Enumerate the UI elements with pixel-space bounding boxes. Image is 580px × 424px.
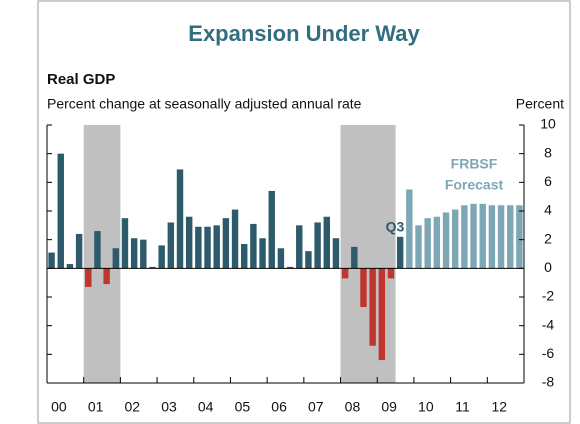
bar (323, 216, 330, 269)
bar (48, 252, 55, 269)
x-tick-label: 08 (345, 399, 361, 415)
y-tick-label: 10 (540, 116, 556, 132)
x-tick-label: 07 (308, 399, 324, 415)
bar (387, 268, 395, 279)
bar (176, 169, 184, 269)
bar (341, 268, 349, 279)
recession-shade (340, 125, 396, 383)
bar (222, 218, 230, 269)
bar (433, 216, 441, 269)
bar (406, 189, 413, 269)
bar (57, 153, 64, 269)
bar (241, 243, 248, 269)
bar (442, 212, 450, 269)
bar (396, 236, 404, 269)
bar (213, 225, 220, 269)
bar (470, 203, 477, 269)
bar (167, 222, 175, 269)
y-tick-label: 6 (544, 173, 552, 189)
bar (204, 226, 211, 269)
bar (461, 205, 468, 269)
annotation: Q3 (386, 219, 405, 235)
bar (268, 190, 275, 269)
bar (103, 268, 110, 285)
y-tick-label: 8 (544, 144, 552, 160)
bar (296, 225, 303, 269)
bar (121, 218, 129, 269)
frame (37, 0, 571, 424)
y-tick-label: 4 (544, 202, 552, 218)
bar (424, 218, 431, 269)
bar (185, 216, 193, 269)
bar (488, 205, 496, 269)
bar (516, 205, 523, 269)
y-tick-label: -8 (542, 374, 555, 390)
bar (314, 222, 321, 269)
x-tick-label: 01 (88, 399, 104, 415)
subtitle-bold: Real GDP (47, 71, 115, 88)
bar (369, 268, 376, 346)
bar (497, 205, 505, 269)
y-axis-label: Percent (516, 96, 564, 112)
bar (130, 238, 138, 269)
bar (231, 209, 239, 269)
x-tick-label: 04 (198, 399, 214, 415)
bar (277, 248, 285, 269)
annotation: FRBSF (451, 156, 498, 172)
bar (158, 245, 165, 269)
bar (507, 205, 514, 269)
chart-title: Expansion Under Way (188, 21, 420, 46)
x-tick-label: 03 (161, 399, 177, 415)
bar (479, 203, 486, 269)
bar (415, 225, 422, 269)
x-tick-label: 11 (455, 399, 470, 415)
bar (75, 233, 83, 269)
bar (140, 239, 147, 269)
bar (378, 268, 386, 361)
y-tick-label: -4 (542, 316, 555, 332)
bar (149, 266, 156, 269)
subtitle: Percent change at seasonally adjusted an… (47, 96, 362, 112)
annotation: Forecast (445, 177, 504, 193)
y-tick-label: -2 (542, 288, 555, 304)
x-tick-label: 05 (235, 399, 251, 415)
bar (259, 238, 266, 269)
x-tick-label: 00 (51, 399, 67, 415)
x-tick-label: 06 (271, 399, 287, 415)
y-tick-label: 0 (544, 259, 552, 275)
bar (250, 223, 257, 269)
bar (451, 209, 459, 269)
y-tick-label: 2 (544, 230, 552, 246)
bar (305, 251, 312, 269)
y-tick-label: -6 (542, 345, 555, 361)
bar (85, 268, 92, 287)
bar (360, 268, 367, 308)
bar (66, 264, 74, 269)
x-tick-label: 12 (491, 399, 507, 415)
bar (332, 238, 340, 269)
x-tick-label: 09 (381, 399, 397, 415)
x-tick-label: 02 (125, 399, 141, 415)
bar (94, 231, 101, 269)
bar (286, 266, 294, 269)
bar (195, 226, 202, 269)
bar (351, 246, 358, 269)
x-tick-label: 10 (418, 399, 434, 415)
bar (112, 248, 120, 269)
